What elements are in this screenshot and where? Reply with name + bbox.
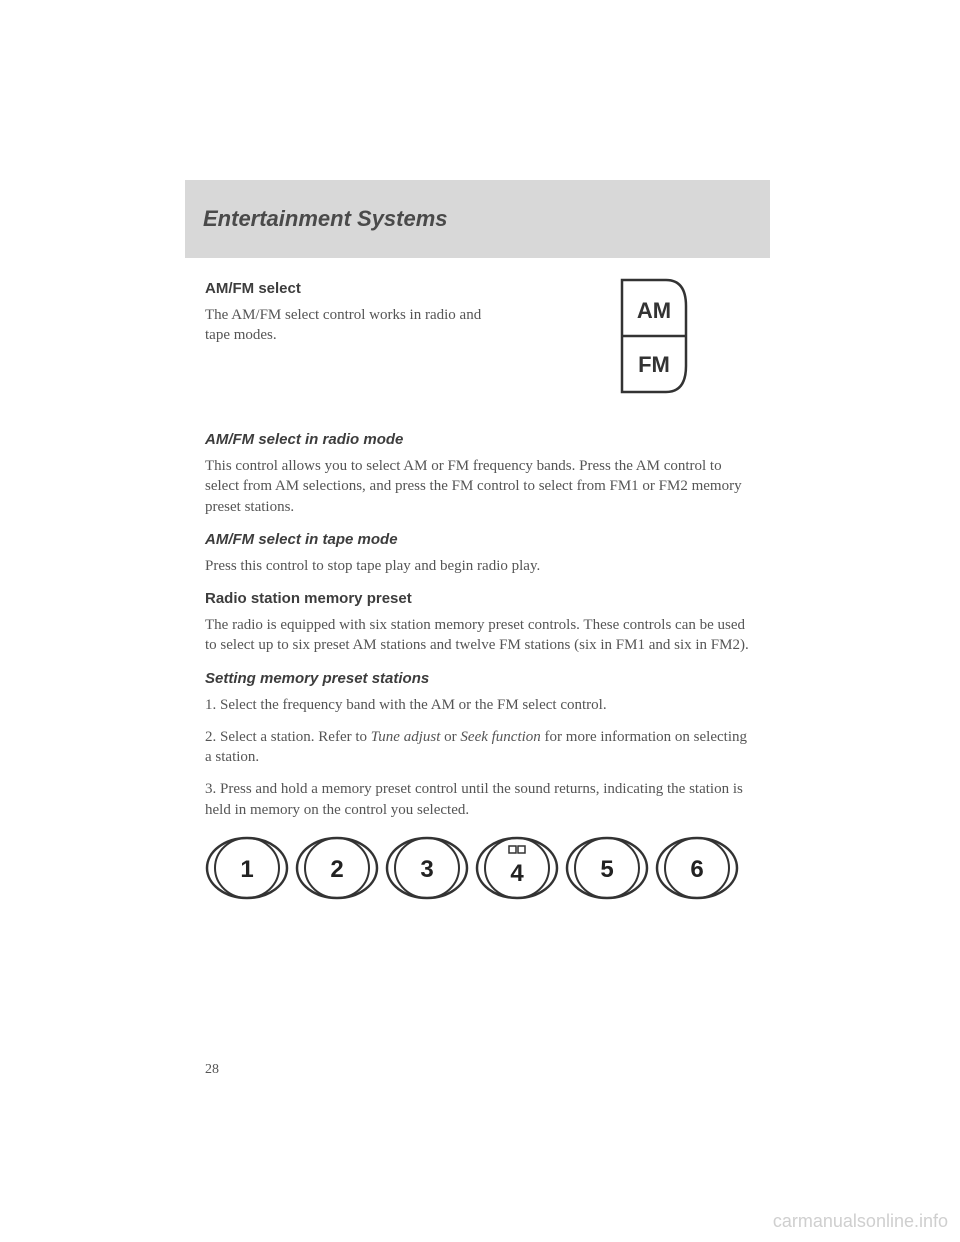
step-1: 1. Select the frequency band with the AM… [205,695,750,715]
svg-text:6: 6 [690,856,703,883]
watermark: carmanualsonline.info [773,1211,948,1232]
radio-mode-body: This control allows you to select AM or … [205,456,750,517]
section-title: Entertainment Systems [203,206,448,232]
radio-mode-heading: AM/FM select in radio mode [205,431,750,448]
amfm-button-illustration: AM FM [618,276,690,401]
preset-button-1: 1 [207,838,287,898]
content-area: AM/FM select The AM/FM select control wo… [205,280,750,904]
amfm-section: AM/FM select The AM/FM select control wo… [205,280,750,401]
step-2-ref-seek: Seek function [460,729,540,745]
amfm-select-body: The AM/FM select control works in radio … [205,305,505,346]
preset-button-3: 3 [387,838,467,898]
preset-button-5: 5 [567,838,647,898]
step-2-text-a: 2. Select a station. Refer to [205,729,371,745]
preset-body: The radio is equipped with six station m… [205,615,750,656]
svg-text:3: 3 [420,856,433,883]
tape-mode-body: Press this control to stop tape play and… [205,556,750,576]
preset-button-6: 6 [657,838,737,898]
preset-buttons-svg: 1 2 3 4 [205,832,745,904]
step-2: 2. Select a station. Refer to Tune adjus… [205,727,750,768]
preset-button-4: 4 [477,838,557,898]
step-2-text-c: or [440,729,460,745]
preset-heading: Radio station memory preset [205,590,750,607]
svg-text:2: 2 [330,856,343,883]
preset-buttons-illustration: 1 2 3 4 [205,832,750,904]
preset-button-2: 2 [297,838,377,898]
header-band: Entertainment Systems [185,180,770,258]
svg-text:4: 4 [510,860,524,887]
step-2-ref-tune: Tune adjust [371,729,441,745]
svg-text:5: 5 [600,856,613,883]
tape-mode-heading: AM/FM select in tape mode [205,531,750,548]
manual-page: Entertainment Systems AM/FM select The A… [0,0,960,1242]
page-number: 28 [205,1062,219,1078]
fm-label: FM [638,352,670,377]
step-3: 3. Press and hold a memory preset contro… [205,779,750,820]
amfm-select-heading: AM/FM select [205,280,505,297]
am-label: AM [637,298,671,323]
setting-preset-heading: Setting memory preset stations [205,670,750,687]
svg-text:1: 1 [240,856,253,883]
amfm-text-block: AM/FM select The AM/FM select control wo… [205,280,505,360]
